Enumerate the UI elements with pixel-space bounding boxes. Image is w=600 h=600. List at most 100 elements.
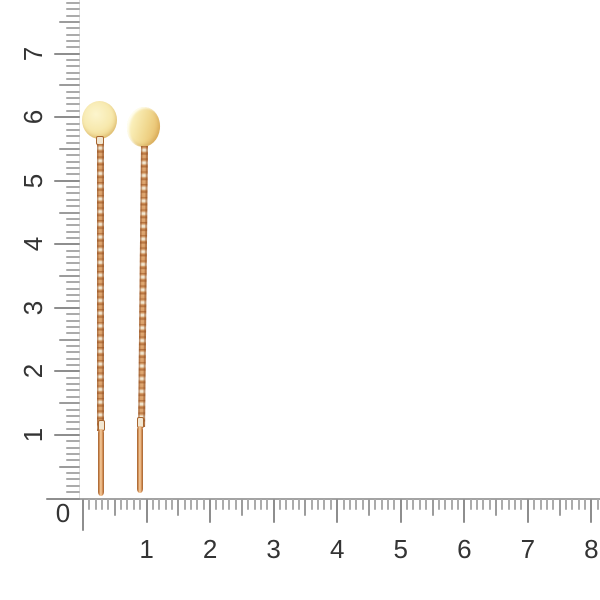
v-ruler-tick [66,109,80,112]
h-ruler-tick [476,498,478,510]
h-ruler-tick [495,498,498,516]
h-ruler-tick [374,498,377,510]
v-ruler-tick [66,224,80,227]
v-ruler-label-2: 2 [18,364,48,379]
v-ruler-tick [66,268,80,271]
h-ruler-tick [342,498,345,510]
h-ruler-tick [355,498,358,510]
h-ruler-tick [202,498,205,510]
h-ruler-tick [418,498,421,510]
v-ruler-tick [66,205,80,208]
h-ruler-tick [190,498,193,510]
v-ruler-tick [66,173,80,176]
h-ruler-tick [425,498,428,510]
h-ruler-tick [501,498,504,510]
v-ruler-tick [66,478,80,481]
h-ruler-tick [380,498,383,510]
v-ruler-tick [66,332,80,335]
v-ruler-tick [66,192,80,195]
h-ruler-tick [177,498,180,516]
v-ruler-tick [66,357,80,360]
h-ruler-tick [520,498,523,510]
v-ruler-tick [66,122,80,125]
h-ruler-label-4: 4 [329,534,345,564]
h-ruler-label-7: 7 [520,534,536,564]
v-ruler-tick [54,433,80,436]
h-ruler-label-5: 5 [393,534,408,564]
h-ruler-tick [279,498,281,510]
v-ruler-tick [66,160,80,163]
h-ruler-tick [571,498,574,510]
h-ruler-tick [107,498,110,510]
h-ruler-tick [399,498,402,523]
v-ruler-label-5: 5 [18,173,48,188]
h-ruler-tick [285,498,288,510]
h-ruler-tick [361,498,364,510]
v-ruler-tick [66,300,80,303]
h-ruler-tick [488,498,491,510]
v-ruler-tick [66,281,80,284]
v-ruler-tick [66,294,80,297]
h-ruler-tick [336,498,339,523]
v-ruler-tick [59,84,80,87]
h-ruler-tick [545,498,548,510]
v-ruler-tick [66,389,80,392]
v-ruler-tick [66,351,80,354]
v-ruler-tick [59,20,80,23]
v-ruler-tick [66,128,80,131]
v-ruler-tick [66,325,80,328]
v-ruler-tick [59,402,80,405]
v-ruler-tick [66,186,80,189]
h-ruler-tick [463,498,466,523]
v-ruler-tick [59,465,80,468]
v-ruler-tick [66,472,80,475]
h-ruler-label-8: 8 [584,534,599,564]
v-ruler-tick [66,27,80,30]
right-earring-disc [124,105,163,149]
h-ruler-tick [132,498,135,510]
v-ruler-tick [66,440,80,443]
v-ruler-tick [66,427,80,430]
v-ruler-tick [66,364,80,367]
h-ruler-tick [310,498,313,510]
h-ruler-tick [514,498,517,510]
h-ruler-tick [596,498,599,510]
v-ruler-label-6: 6 [18,109,48,125]
v-ruler-tick [66,395,80,398]
h-ruler-tick [158,498,161,510]
v-ruler-tick [59,275,80,278]
v-ruler-tick [54,116,80,119]
h-ruler-tick [450,498,453,510]
v-ruler-tick [66,230,80,233]
v-ruler-tick [54,52,80,55]
left-earring-bar [97,429,104,496]
h-ruler-tick [298,498,301,510]
h-ruler-tick [482,498,485,510]
h-ruler-tick [444,498,447,510]
h-ruler-label-1: 1 [139,534,154,564]
v-ruler-tick [66,319,80,322]
v-ruler-tick [66,90,80,93]
v-ruler-tick [66,287,80,290]
v-ruler-tick [66,1,80,4]
h-ruler-tick [456,498,459,510]
v-ruler-tick [66,59,80,61]
v-ruler-tick [66,262,80,265]
v-ruler-tick [59,147,80,150]
v-ruler-tick [46,497,80,500]
h-ruler-tick [590,498,593,523]
h-ruler-tick [240,498,243,516]
h-ruler-tick [196,498,199,510]
right-earring-bar [136,426,143,493]
left-earring-chain [97,144,104,431]
v-ruler-tick [66,236,80,239]
v-ruler-label-3: 3 [18,300,48,316]
v-ruler-tick [66,446,80,449]
h-ruler-tick [348,498,351,510]
v-ruler-tick [66,39,80,42]
v-ruler-tick [66,97,80,100]
v-ruler-tick [66,414,80,417]
h-ruler-label-6: 6 [457,534,472,564]
h-ruler-tick [94,498,97,510]
v-ruler-tick [66,344,80,347]
